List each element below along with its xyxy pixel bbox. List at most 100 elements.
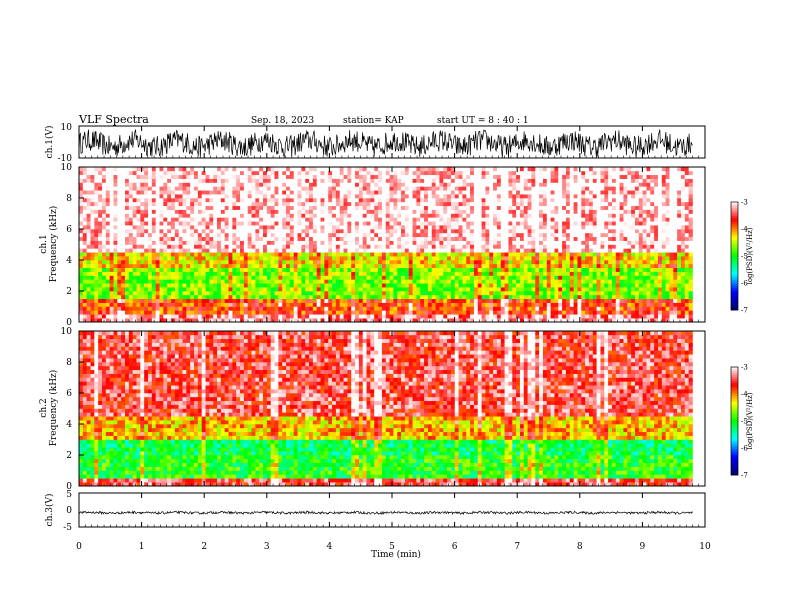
spectrogram-cell — [397, 198, 402, 203]
spectrogram-cell — [174, 174, 179, 179]
spectrogram-cell — [343, 267, 348, 272]
spectrogram-cell — [385, 217, 390, 222]
spectrogram-cell — [148, 236, 153, 241]
spectrogram-cell — [332, 174, 337, 179]
spectrogram-cell — [466, 225, 471, 230]
spectrogram-cell — [178, 236, 183, 241]
spectrogram-cell — [370, 314, 375, 319]
spectrogram-cell — [516, 201, 521, 207]
spectrogram-cell — [305, 229, 310, 234]
spectrogram-cell — [125, 302, 130, 307]
ch1-waveform-ylabel: ch.1(V) — [44, 126, 55, 159]
spectrogram-cell — [128, 244, 133, 249]
spectrogram-cell — [366, 178, 371, 183]
spectrogram-cell — [378, 279, 383, 284]
spectrogram-cell — [270, 271, 275, 276]
spectrogram-cell — [297, 225, 302, 230]
spectrogram-cell — [105, 209, 110, 214]
spectrogram-cell — [462, 213, 467, 218]
spectrogram-cell — [125, 279, 130, 284]
spectrogram-cell — [404, 178, 410, 183]
spectrogram-cell — [408, 240, 413, 245]
spectrogram-cell — [102, 240, 107, 245]
spectrogram-cell — [136, 318, 141, 323]
spectrogram-cell — [389, 205, 394, 210]
spectrogram-cell — [424, 291, 429, 296]
spectrogram-cell — [378, 236, 383, 241]
spectrogram-cell — [358, 240, 364, 245]
spectrogram-cell — [527, 174, 532, 179]
spectrogram-cell — [393, 221, 398, 226]
spectrogram-cell — [454, 225, 459, 230]
spectrogram-cell — [243, 314, 248, 319]
spectrogram-cell — [462, 178, 467, 183]
spectrogram-cell — [171, 186, 176, 191]
spectrogram-cell — [105, 174, 110, 179]
spectrogram-cell — [240, 198, 245, 203]
spectrogram-cell — [274, 194, 279, 199]
spectrogram-cell — [240, 318, 245, 323]
spectrogram-cell — [121, 279, 126, 284]
spectrogram-cell — [197, 174, 202, 179]
spectrogram-cell — [186, 275, 191, 280]
spectrogram-cell — [240, 209, 245, 214]
spectrogram-cell — [251, 248, 256, 253]
spectrogram-cell — [305, 198, 310, 203]
spectrogram-cell — [516, 174, 521, 179]
spectrogram-cell — [247, 291, 252, 296]
spectrogram-cell — [274, 271, 279, 276]
spectrogram-cell — [102, 252, 107, 257]
spectrogram-cell — [286, 294, 291, 300]
spectrogram-cell — [343, 302, 348, 307]
spectrogram-cell — [516, 205, 521, 210]
spectrogram-cell — [224, 314, 229, 319]
spectrogram-cell — [217, 252, 222, 257]
spectrogram-cell — [232, 213, 237, 218]
spectrogram-cell — [535, 244, 540, 249]
spectrogram-cell — [470, 205, 475, 210]
spectrogram-cell — [481, 221, 486, 226]
spectrogram-cell — [263, 271, 268, 276]
spectrogram-cell — [328, 205, 333, 210]
spectrogram-cell — [324, 198, 329, 203]
spectrogram-cell — [109, 271, 114, 276]
spectrogram-cell — [278, 217, 283, 222]
spectrogram-cell — [255, 260, 260, 265]
spectrogram-cell — [293, 167, 298, 172]
spectrogram-cell — [90, 302, 95, 307]
spectrogram-cell — [102, 302, 107, 307]
spectrogram-cell — [309, 291, 314, 296]
spectrogram-cell — [512, 298, 517, 303]
spectrogram-cell — [401, 213, 406, 218]
spectrogram-cell — [546, 306, 551, 311]
spectrogram-cell — [535, 221, 540, 226]
spectrogram-cell — [182, 267, 187, 272]
spectrogram-cell — [286, 279, 291, 284]
spectrogram-cell — [224, 310, 229, 315]
spectrogram-cell — [454, 310, 459, 315]
spectrogram-cell — [194, 217, 199, 222]
spectrogram-cell — [232, 294, 237, 300]
spectrogram-cell — [240, 263, 245, 269]
spectrogram-cell — [427, 217, 433, 222]
spectrogram-cell — [178, 298, 183, 303]
spectrogram-cell — [443, 217, 448, 222]
spectrogram-cell — [500, 167, 505, 172]
spectrogram-cell — [358, 287, 364, 292]
spectrogram-cell — [98, 167, 103, 172]
spectrogram-cell — [148, 314, 153, 319]
spectrogram-cell — [439, 248, 444, 253]
spectrogram-cell — [121, 232, 126, 238]
spectrogram-cell — [155, 232, 160, 238]
spectrogram-cell — [401, 294, 406, 300]
spectrogram-cell — [186, 294, 191, 300]
spectrogram-cell — [546, 248, 551, 253]
spectrogram-cell — [259, 256, 264, 261]
spectrogram-cell — [232, 310, 237, 315]
spectrogram-cell — [217, 244, 222, 249]
spectrogram-cell — [328, 256, 333, 261]
spectrogram-cell — [94, 275, 99, 280]
spectrogram-cell — [102, 298, 107, 303]
spectrogram-cell — [197, 318, 202, 323]
spectrogram-cell — [401, 271, 406, 276]
